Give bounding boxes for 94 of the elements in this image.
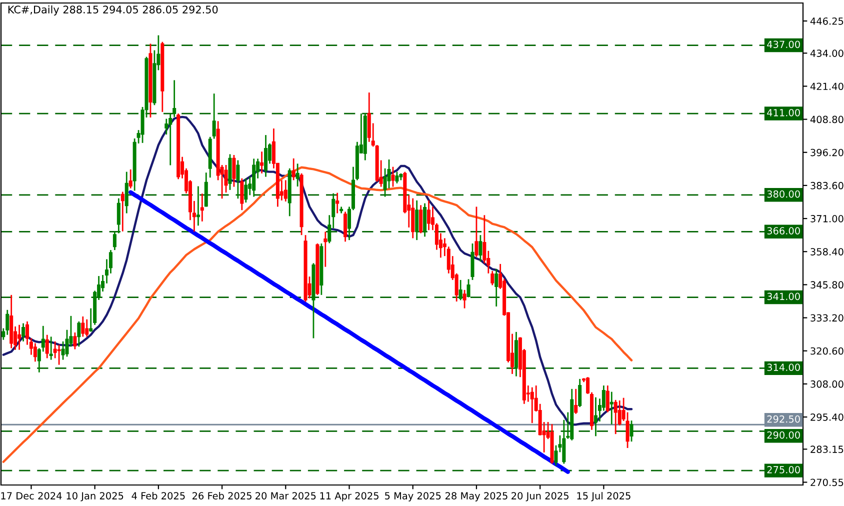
x-tick-label: 17 Dec 2024 <box>1 492 62 500</box>
candlestick <box>387 158 391 190</box>
candlestick <box>530 386 534 424</box>
ref-line-label: 292.50 <box>767 415 800 423</box>
candlestick <box>232 154 236 188</box>
x-tick-label: 4 Feb 2025 <box>132 492 185 500</box>
candlestick <box>264 134 268 178</box>
candlestick <box>18 324 22 350</box>
y-tick-label: 434.00 <box>810 50 844 57</box>
ref-line-label: 341.00 <box>767 292 800 300</box>
candlestick <box>212 92 216 140</box>
y-tick-label: 383.60 <box>810 182 844 190</box>
y-tick-label: 295.40 <box>810 413 844 421</box>
x-tick-label: 5 May 2025 <box>385 492 441 502</box>
candlestick <box>224 164 228 194</box>
candlestick <box>6 309 10 336</box>
candlestick <box>284 180 288 202</box>
x-tick-label: 20 Mar 2025 <box>256 492 316 500</box>
candlestick <box>296 162 300 188</box>
chart-title: KC#,Daily 288.15 294.05 286.05 292.50 <box>8 5 218 16</box>
y-tick-label: 446.25 <box>810 17 844 25</box>
candlestick <box>81 316 85 338</box>
candlestick <box>610 391 614 426</box>
candlestick <box>112 230 116 251</box>
candlestick <box>411 198 415 239</box>
candlestick <box>244 178 248 204</box>
candlestick <box>292 158 296 181</box>
candlestick <box>478 234 482 262</box>
y-tick-label: 371.00 <box>810 215 844 222</box>
candlestick <box>260 150 264 174</box>
y-tick-label: 333.20 <box>810 314 844 322</box>
x-tick-label: 15 Jul 2025 <box>577 492 630 502</box>
y-tick-label: 345.80 <box>810 281 844 289</box>
candlestick <box>120 191 124 232</box>
candlestick <box>466 278 470 298</box>
line-series <box>2 166 633 464</box>
ref-line-label: 411.00 <box>767 108 800 116</box>
candlestick <box>395 171 399 184</box>
candlestick <box>494 268 498 308</box>
candlestick <box>57 344 61 366</box>
ref-line-label: 380.00 <box>767 190 800 198</box>
candlestick <box>458 279 462 301</box>
y-tick-label: 421.40 <box>810 82 844 90</box>
candlestick <box>415 200 419 241</box>
candlestick <box>49 336 53 360</box>
candlestick <box>630 420 634 442</box>
candlestick <box>490 270 494 286</box>
line-series <box>2 116 633 426</box>
x-tick-label: 10 Jan 2025 <box>66 492 124 502</box>
candlestick <box>236 160 240 200</box>
x-tick-label: 11 Apr 2025 <box>320 492 378 502</box>
candlestick <box>336 192 340 214</box>
y-tick-label: 320.60 <box>810 347 844 355</box>
candlestick <box>85 318 89 338</box>
candlestick <box>128 168 132 190</box>
x-tick-label: 26 Feb 2025 <box>192 492 252 500</box>
y-tick-label: 396.20 <box>810 148 844 156</box>
candlestick <box>367 92 371 143</box>
candlestick <box>200 192 204 222</box>
x-tick-label: 28 May 2025 <box>445 492 508 502</box>
candlestick <box>116 198 120 234</box>
candlestick <box>419 204 423 234</box>
candlestick <box>344 211 348 242</box>
candlestick <box>77 320 81 348</box>
ref-line-label: 275.00 <box>767 466 800 474</box>
ref-line-label: 366.00 <box>767 227 800 234</box>
y-tick-label: 408.80 <box>810 116 844 124</box>
ref-line-label: 290.00 <box>767 431 800 439</box>
ref-line-label: 314.00 <box>767 364 800 371</box>
x-tick-label: 20 Jun 2025 <box>512 492 568 502</box>
ref-line-label: 437.00 <box>767 40 800 48</box>
candlestick <box>240 178 244 211</box>
candlestick <box>606 384 610 413</box>
y-tick-label: 358.40 <box>810 248 844 256</box>
candlestick <box>391 166 395 188</box>
y-tick-label: 270.55 <box>810 478 844 486</box>
candlestick <box>554 444 558 466</box>
y-tick-label: 308.00 <box>810 380 844 388</box>
candlestick <box>22 322 26 342</box>
candlestick <box>45 334 49 359</box>
candlestick <box>462 289 466 310</box>
candlestick <box>578 378 582 408</box>
candlestick <box>324 230 328 268</box>
candlestick <box>124 171 128 214</box>
candlestick <box>574 388 578 415</box>
candlestick <box>204 172 208 208</box>
candlestick <box>614 399 618 435</box>
candlestick <box>474 206 478 258</box>
candlestick <box>594 396 598 437</box>
line-series <box>128 190 570 474</box>
candlestick <box>73 332 77 350</box>
candlestick <box>427 200 431 231</box>
y-tick-label: 283.15 <box>810 446 844 453</box>
candlestick <box>196 186 200 226</box>
